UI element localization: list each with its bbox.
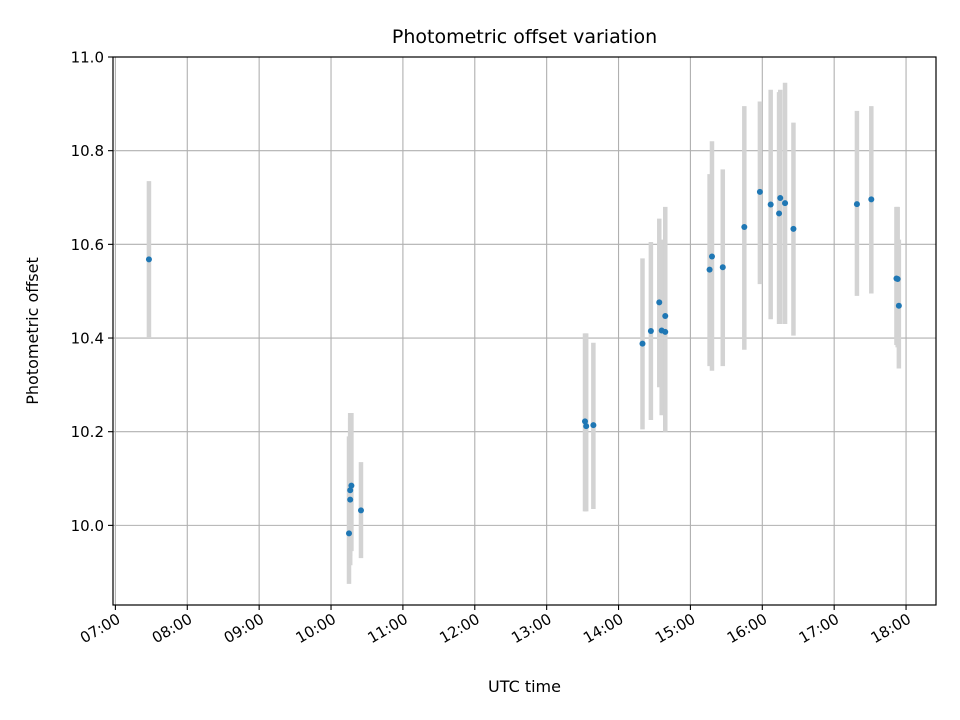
data-point	[776, 210, 783, 217]
y-tick-label: 10.8	[71, 142, 104, 160]
data-point	[767, 201, 774, 208]
y-tick-label: 10.6	[71, 236, 104, 254]
data-point	[639, 340, 646, 347]
plot-frame	[112, 56, 937, 606]
data-point	[777, 194, 784, 201]
data-point	[583, 423, 590, 430]
data-point	[656, 299, 663, 306]
y-tick-label: 11.0	[71, 49, 104, 67]
data-point	[348, 482, 355, 489]
data-point	[741, 224, 748, 231]
data-point	[782, 200, 789, 207]
y-tick-label: 10.0	[71, 517, 104, 535]
data-point	[790, 225, 797, 232]
data-point	[706, 266, 713, 273]
y-tick-label: 10.4	[71, 330, 104, 348]
data-point	[345, 530, 352, 537]
data-point	[868, 196, 875, 203]
y-axis: 10.0 10.2 10.4 10.6 10.8 11.0	[71, 49, 113, 535]
data-point	[590, 422, 597, 429]
data-points	[145, 188, 902, 537]
data-point	[581, 418, 588, 425]
data-point	[662, 313, 669, 320]
data-point	[145, 256, 152, 263]
data-point	[708, 253, 715, 260]
x-axis-label: UTC time	[488, 677, 561, 696]
data-point	[647, 328, 654, 334]
y-axis-label: Photometric offset	[23, 257, 42, 405]
data-point	[357, 507, 364, 514]
y-tick-label: 10.2	[71, 423, 104, 441]
data-point	[756, 188, 763, 195]
data-point	[662, 328, 669, 335]
data-point	[347, 496, 354, 503]
chart-title: Photometric offset variation	[392, 26, 657, 48]
data-point	[719, 264, 726, 271]
data-point	[894, 276, 901, 283]
data-point	[895, 302, 902, 309]
data-point	[347, 487, 354, 494]
data-point	[853, 201, 860, 208]
